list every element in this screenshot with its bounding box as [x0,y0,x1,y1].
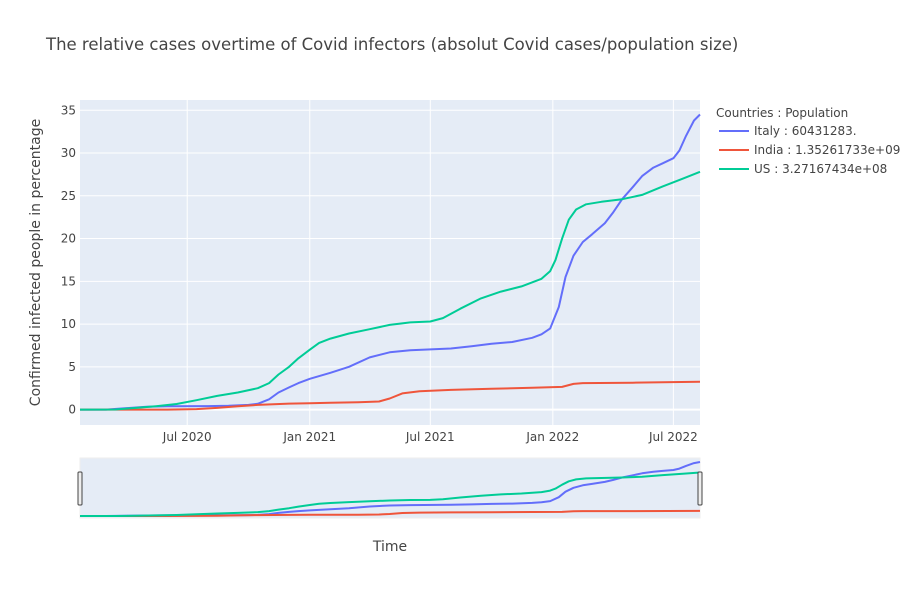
legend-item-1[interactable]: India : 1.35261733e+09 [719,143,900,157]
legend-item-2[interactable]: US : 3.27167434e+08 [719,162,887,176]
range-slider-line-2 [80,471,701,517]
x-tick-label: Jan 2021 [282,430,336,444]
grid [80,100,700,425]
range-slider-lines [80,461,701,517]
chart-title: The relative cases overtime of Covid inf… [45,35,738,54]
y-tick-label: 25 [61,189,76,203]
x-tick-label: Jul 2022 [648,430,698,444]
legend-label: Italy : 60431283. [754,124,857,138]
series-lines [79,113,701,411]
range-slider-right-handle[interactable] [697,471,703,506]
y-tick-label: 20 [61,232,76,246]
legend-item-0[interactable]: Italy : 60431283. [719,124,857,138]
legend-label: US : 3.27167434e+08 [754,162,887,176]
y-tick-label: 15 [61,274,76,288]
y-axis-ticks: 0 5 10 15 20 25 30 35 [61,103,76,416]
range-slider[interactable] [79,457,701,519]
y-axis-title: Confirmed infected people in percentage [28,119,44,406]
x-axis-title: Time [372,539,407,555]
x-tick-label: Jan 2022 [525,430,579,444]
series-line-2[interactable] [79,170,701,411]
y-tick-label: 30 [61,146,76,160]
x-tick-label: Jul 2020 [162,430,212,444]
series-line-1[interactable] [80,380,701,411]
x-axis-ticks: Jul 2020 Jan 2021 Jul 2021 Jan 2022 Jul 2022 [162,430,698,444]
legend-label: India : 1.35261733e+09 [754,143,900,157]
range-slider-left-handle[interactable] [77,471,83,506]
x-tick-label: Jul 2021 [405,430,455,444]
legend-title: Countries : Population [716,106,848,120]
y-tick-label: 10 [61,317,76,331]
range-slider-line-1 [80,509,701,517]
legend: Italy : 60431283. India : 1.35261733e+09 U… [719,124,900,176]
y-tick-label: 5 [68,360,76,374]
plot-area[interactable] [80,100,700,425]
y-tick-label: 0 [68,403,76,417]
y-tick-label: 35 [61,103,76,117]
